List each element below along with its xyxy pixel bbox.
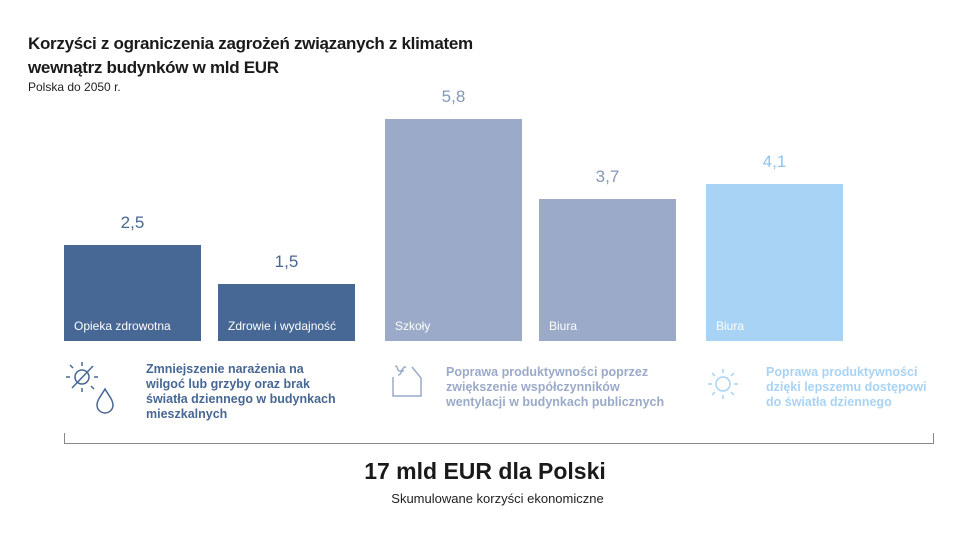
total-subtitle: Skumulowane korzyści ekonomiczne [391,491,604,506]
bar-category-label: Biura [549,318,578,333]
bar: Szkoły [385,119,522,341]
sun-crossed-icon [66,362,98,392]
bar-value-label: 1,5 [274,251,299,271]
total-value: 17 mld EUR dla Polski [364,458,606,484]
bar: Opieka zdrowotna [64,245,201,341]
title-line-1: Korzyści z ograniczenia zagrożeń związan… [28,34,473,53]
bar-value-label: 3,7 [595,167,620,187]
group-text-residential: Zmniejszenie narażenia na wilgoć lub grz… [146,362,336,421]
total-bracket [64,433,934,444]
bar: Zdrowie i wydajność [218,283,355,341]
bar-category-label: Biura [716,318,745,333]
bar-category-label: Zdrowie i wydajność [228,318,337,333]
group-text-public: Poprawa produktywności poprzez zwiększen… [446,365,665,409]
bar: Biura [539,199,676,341]
ventilation-house-icon [392,365,422,397]
bar: Biura [706,184,843,341]
bar-category-label: Szkoły [395,319,431,333]
chart-subtitle: Polska do 2050 r. [28,80,121,94]
sun-icon [708,369,738,399]
title-line-2: wewnątrz budynków w mld EUR [28,58,279,77]
bar-value-label: 2,5 [120,213,145,233]
water-drop-icon [96,387,114,414]
bar-value-label: 5,8 [441,87,466,106]
bar-value-label: 4,1 [762,152,787,172]
chart-title: Korzyści z ograniczenia zagrożeń związan… [28,32,473,80]
group-text-daylight: Poprawa produktywności dzięki lepszemu d… [766,365,927,409]
bar-category-label: Opieka zdrowotna [74,318,171,333]
